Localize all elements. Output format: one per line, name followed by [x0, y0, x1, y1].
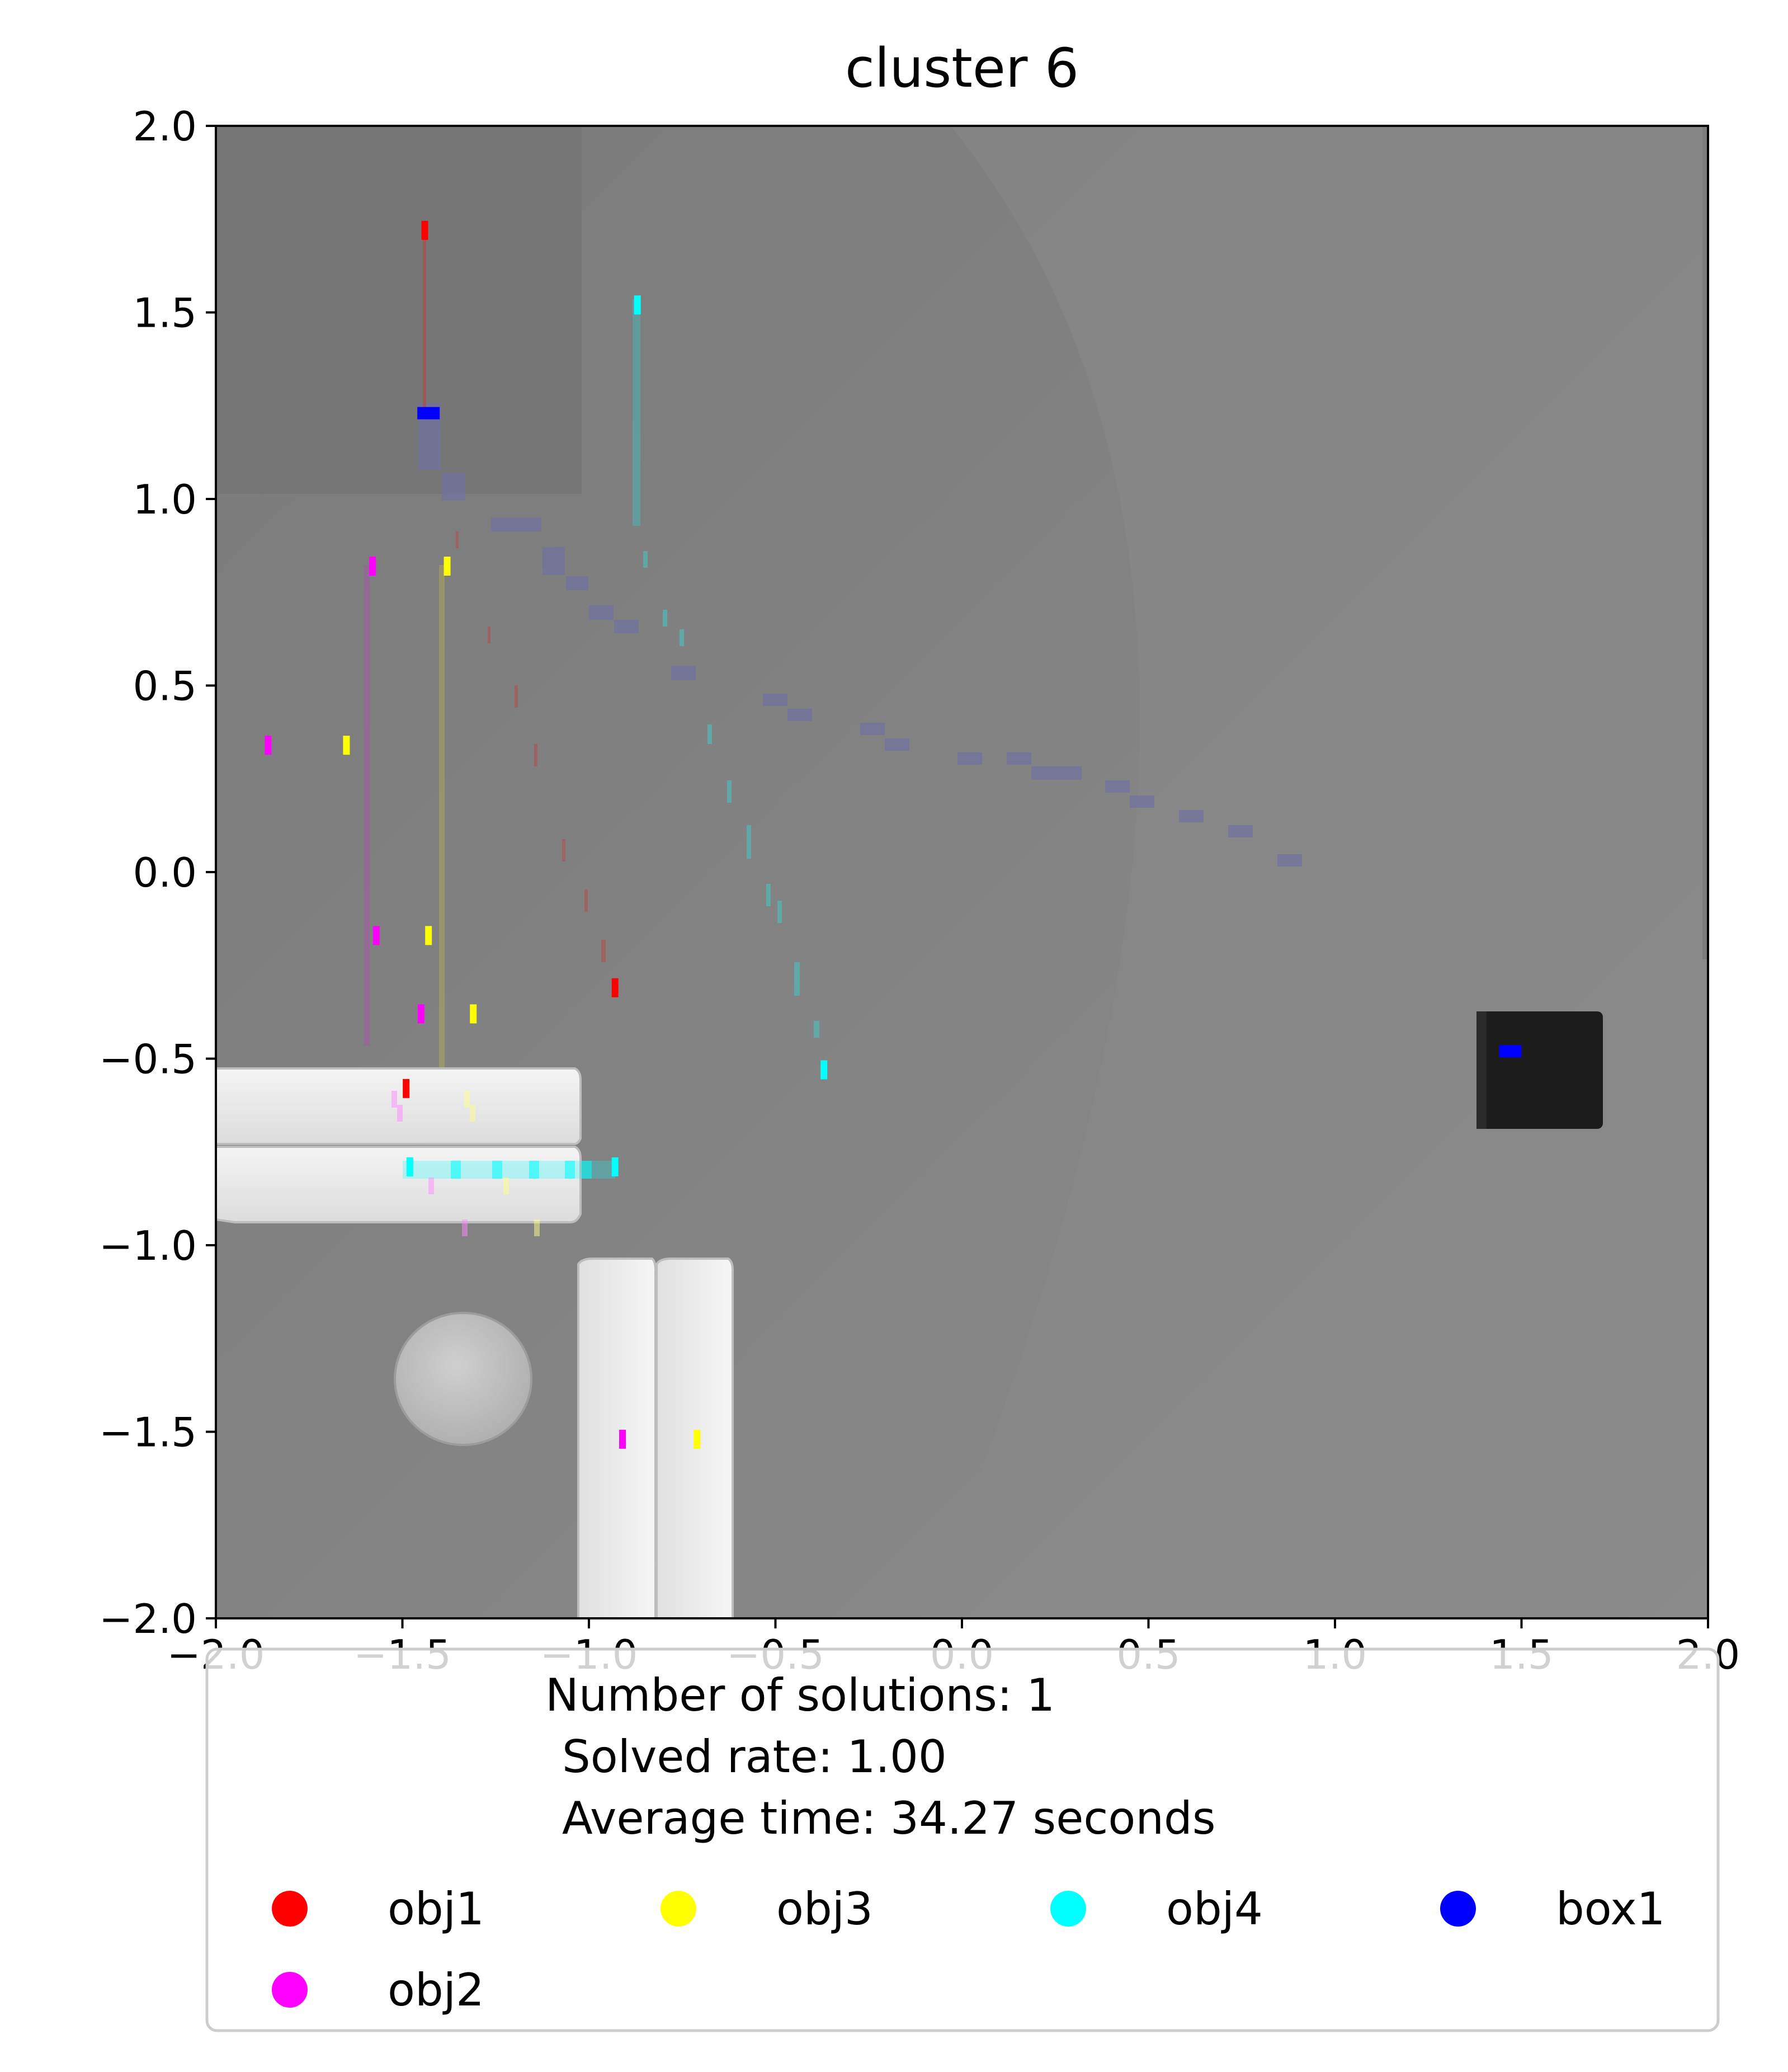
marker-obj3: [425, 926, 432, 945]
marker-obj2: [265, 736, 272, 755]
chart-title: cluster 6: [845, 37, 1079, 100]
marker-obj1: [403, 1079, 410, 1098]
marker-obj4: [611, 1157, 619, 1176]
marker-obj3: [343, 736, 350, 755]
marker-box1: [1499, 1045, 1522, 1058]
legend-swatch-obj1: [272, 1891, 308, 1927]
marker-obj3: [444, 557, 451, 576]
marker-obj2: [417, 1004, 424, 1024]
marker-box1: [417, 407, 440, 420]
y-tick-label: 0.5: [133, 663, 197, 710]
horizontal-slab-obstacles: [216, 1067, 582, 1223]
y-tick-label: −0.5: [99, 1036, 197, 1083]
round-obstacle: [394, 1312, 532, 1446]
data-markers: [265, 220, 1522, 1449]
marker-obj1: [611, 978, 619, 997]
y-tick-label: −2.0: [99, 1595, 197, 1642]
marker-obj2: [372, 926, 380, 945]
y-tick-label: 0.0: [133, 849, 197, 896]
legend-swatch-box1: [1440, 1891, 1476, 1927]
marker-obj2: [619, 1429, 626, 1449]
scene-image: [216, 126, 1708, 1618]
y-tick-label: 1.0: [133, 476, 197, 523]
marker-obj4: [820, 1060, 828, 1080]
vertical-slab-obstacles: [577, 1258, 734, 1618]
legend-label-obj1: obj1: [388, 1883, 484, 1935]
marker-obj3: [694, 1429, 701, 1449]
y-tick-label: −1.0: [99, 1222, 197, 1269]
legend: Number of solutions: 1 Solved rate: 1.00…: [205, 1647, 1720, 2032]
y-tick-label: −1.5: [99, 1409, 197, 1456]
black-box-object: [1476, 1011, 1603, 1129]
y-tick-label: 1.5: [133, 290, 197, 337]
marker-obj3: [470, 1004, 477, 1024]
marker-obj4: [406, 1157, 413, 1176]
marker-obj1: [421, 220, 428, 240]
legend-label-obj4: obj4: [1166, 1883, 1263, 1935]
y-tick-label: 2.0: [133, 103, 197, 150]
legend-label-box1: box1: [1556, 1883, 1666, 1935]
legend-summary-line-2: Solved rate: 1.00: [562, 1731, 947, 1783]
legend-label-obj3: obj3: [776, 1883, 873, 1935]
marker-obj2: [369, 557, 376, 576]
legend-summary-line-1: Number of solutions: 1: [545, 1669, 1055, 1721]
legend-label-obj2: obj2: [388, 1964, 484, 2016]
legend-swatch-obj2: [272, 1972, 308, 2008]
y-axis: 2.0 1.5 1.0 0.5 0.0 −0.5 −1.0 −1.5 −2.0: [99, 103, 216, 1642]
marker-obj4: [634, 295, 641, 315]
legend-swatch-obj3: [661, 1891, 696, 1927]
legend-swatch-obj4: [1050, 1891, 1086, 1927]
legend-summary-line-3: Average time: 34.27 seconds: [562, 1792, 1216, 1844]
